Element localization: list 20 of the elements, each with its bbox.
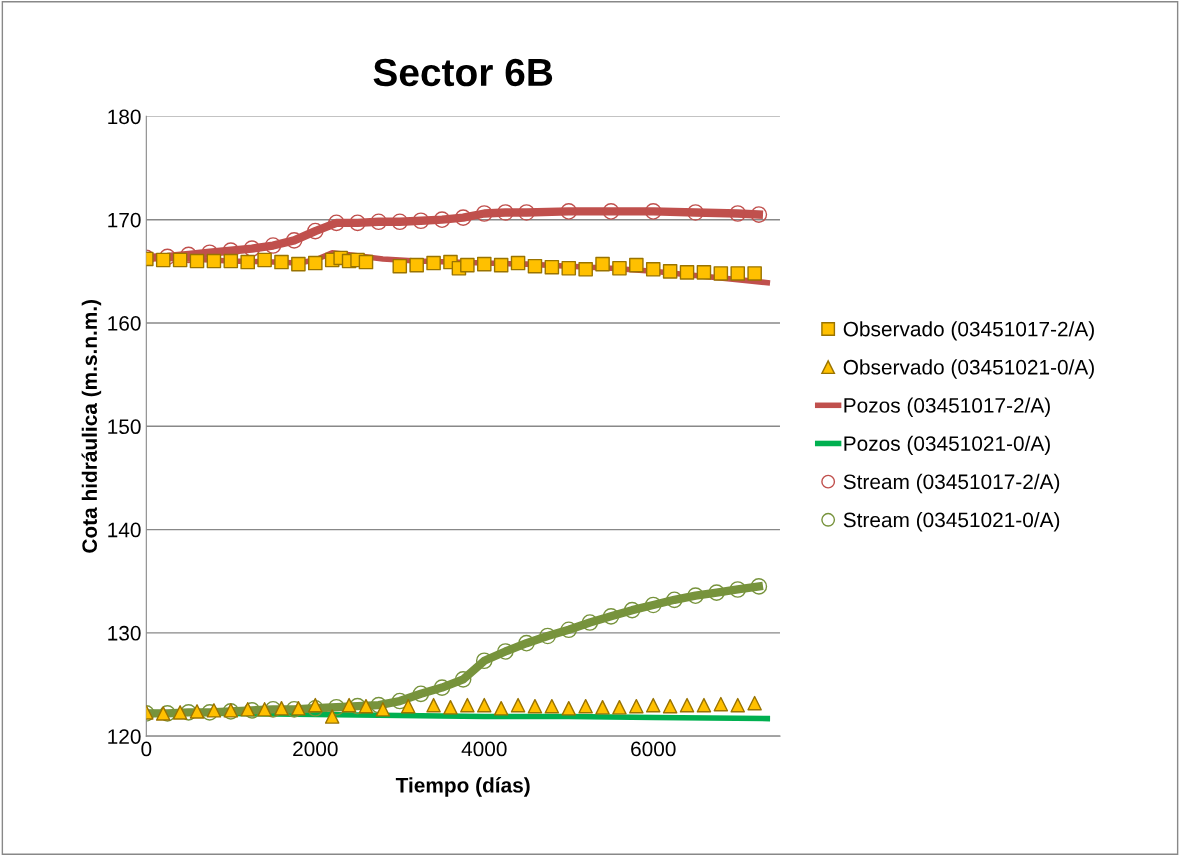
legend-label: Observado (03451021-0/A) [843, 359, 1094, 379]
chart-title: Sector 6B [373, 58, 553, 87]
y-tick-label: 150 [108, 419, 141, 435]
legend-label: Pozos (03451021-0/A) [844, 435, 1050, 456]
y-tick-label: 140 [108, 522, 141, 538]
y-tick-label: 130 [108, 625, 141, 641]
legend-label: Observado (03451017-2/A) [843, 321, 1094, 341]
x-tick-label: 0 [141, 741, 152, 757]
y-tick-label: 160 [108, 316, 141, 331]
legend-label: Stream (03451021-0/A) [843, 512, 1060, 532]
legend-label: Stream (03451017-2/A) [843, 473, 1060, 494]
legend-label: Pozos (03451017-2/A) [844, 397, 1050, 417]
x-tick-label: 6000 [631, 741, 676, 757]
x-tick-label: 2000 [293, 741, 338, 757]
y-tick-label: 180 [108, 109, 141, 125]
y-axis-title: Cota hidráulica (m.s.n.m.) [81, 299, 102, 553]
y-tick-label: 120 [108, 729, 141, 744]
x-axis-title: Tiempo (días) [395, 777, 530, 797]
x-tick-label: 4000 [461, 741, 507, 757]
y-tick-label: 170 [108, 212, 141, 228]
